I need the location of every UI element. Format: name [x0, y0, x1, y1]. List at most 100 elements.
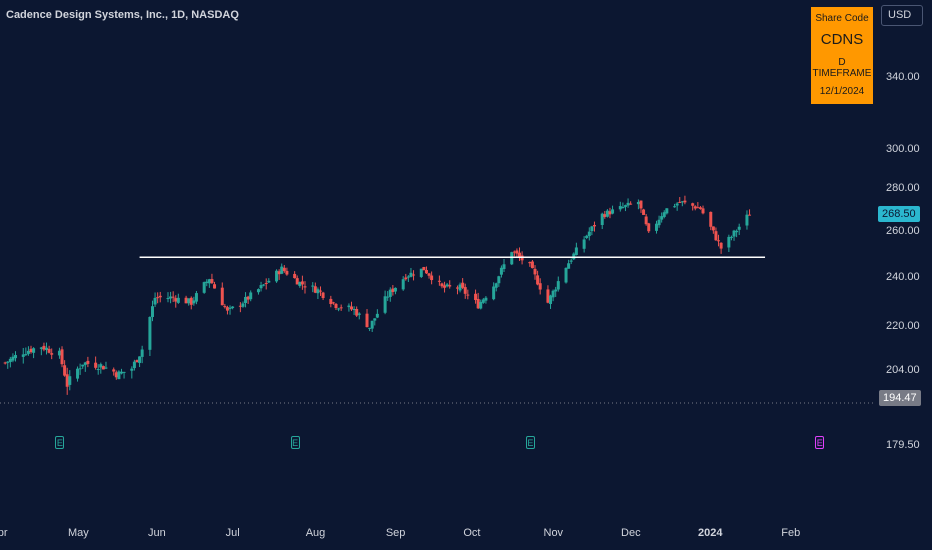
y-tick-label: 260.00 — [886, 225, 920, 237]
earnings-icon[interactable]: E — [525, 436, 535, 449]
candle-up — [654, 223, 658, 231]
candles-group — [3, 195, 752, 395]
info-timeframe: D TIMEFRAME — [812, 57, 872, 79]
candle-up — [280, 266, 284, 274]
candle-up — [499, 267, 503, 275]
candle-up — [406, 276, 410, 278]
candle-down — [225, 307, 229, 311]
candle-down — [437, 280, 441, 282]
info-box: Share Code CDNS D TIMEFRAME 12/1/2024 — [811, 7, 873, 104]
candle-down — [350, 306, 354, 310]
candle-up — [39, 347, 43, 349]
candle-down — [220, 287, 224, 306]
candle-up — [481, 299, 485, 303]
candle-up — [231, 306, 235, 309]
candle-down — [321, 292, 325, 299]
candle-down — [639, 200, 643, 209]
candle-up — [99, 364, 103, 368]
candle-down — [391, 288, 395, 292]
candle-down — [693, 206, 697, 209]
candle-down — [264, 282, 268, 284]
candle-up — [605, 210, 609, 217]
candle-down — [629, 203, 633, 205]
current-price-tag: 268.50 — [878, 206, 920, 222]
candle-up — [626, 202, 630, 206]
candle-down — [156, 297, 160, 299]
candle-up — [735, 230, 739, 233]
candle-up — [494, 283, 498, 288]
candle-down — [696, 207, 700, 209]
candle-up — [729, 236, 733, 238]
candle-down — [717, 240, 721, 242]
currency-button[interactable]: USD — [881, 5, 923, 26]
candle-down — [238, 305, 242, 307]
candle-up — [745, 214, 749, 226]
x-tick-label: May — [67, 527, 89, 539]
candle-up — [587, 231, 591, 237]
candle-up — [585, 235, 589, 239]
candle-up — [569, 260, 573, 262]
candle-up — [81, 364, 85, 367]
candle-up — [68, 376, 72, 385]
candle-down — [112, 369, 116, 372]
candle-up — [375, 313, 379, 318]
candle-up — [657, 219, 661, 226]
y-tick-label: 220.00 — [886, 320, 920, 332]
x-tick-label: Jul — [225, 527, 240, 539]
candle-up — [132, 361, 136, 369]
y-tick-label: 340.00 — [886, 71, 920, 83]
candle-down — [184, 297, 188, 304]
candle-down — [603, 214, 607, 217]
candle-up — [26, 350, 30, 354]
candle-up — [497, 276, 501, 284]
candle-up — [130, 368, 134, 371]
earnings-icon[interactable]: E — [290, 436, 300, 449]
candle-up — [574, 247, 578, 256]
candle-down — [683, 200, 687, 203]
candle-up — [57, 350, 61, 356]
candle-up — [244, 296, 248, 304]
candle-down — [293, 273, 297, 279]
x-tick-label: 2024 — [697, 527, 723, 539]
candle-up — [256, 289, 260, 293]
candle-up — [621, 206, 625, 208]
candle-down — [135, 360, 139, 363]
candle-down — [461, 282, 465, 288]
candle-down — [355, 309, 359, 316]
candle-down — [331, 302, 335, 304]
candle-up — [458, 284, 462, 291]
candle-up — [117, 371, 121, 380]
candle-up — [675, 203, 679, 206]
candle-down — [424, 269, 428, 274]
earnings-icon[interactable]: E — [55, 436, 65, 449]
candle-up — [600, 213, 604, 225]
chart-title: Cadence Design Systems, Inc., 1D, NASDAQ — [6, 9, 239, 21]
candle-down — [448, 285, 452, 287]
candle-down — [518, 252, 522, 257]
y-tick-label: 204.00 — [886, 364, 920, 376]
candle-down — [608, 211, 612, 215]
candle-up — [347, 305, 351, 308]
candle-down — [114, 372, 118, 378]
x-tick-label: Apr — [0, 527, 8, 539]
y-tick-label: 300.00 — [886, 143, 920, 155]
earnings-icon[interactable]: E — [815, 436, 825, 449]
candle-up — [388, 289, 392, 297]
candle-up — [119, 371, 123, 374]
candle-down — [515, 250, 519, 254]
candle-down — [440, 283, 444, 287]
candle-up — [401, 279, 405, 290]
candle-up — [150, 306, 154, 317]
candle-up — [357, 313, 361, 315]
candle-up — [241, 303, 245, 307]
candle-up — [249, 292, 253, 300]
low-price-tag: 194.47 — [879, 390, 921, 406]
candle-up — [582, 239, 586, 249]
candle-up — [169, 296, 173, 299]
candle-up — [732, 230, 736, 237]
candle-down — [463, 287, 467, 294]
candle-down — [50, 353, 54, 355]
candle-up — [409, 272, 413, 277]
candle-up — [393, 287, 397, 292]
